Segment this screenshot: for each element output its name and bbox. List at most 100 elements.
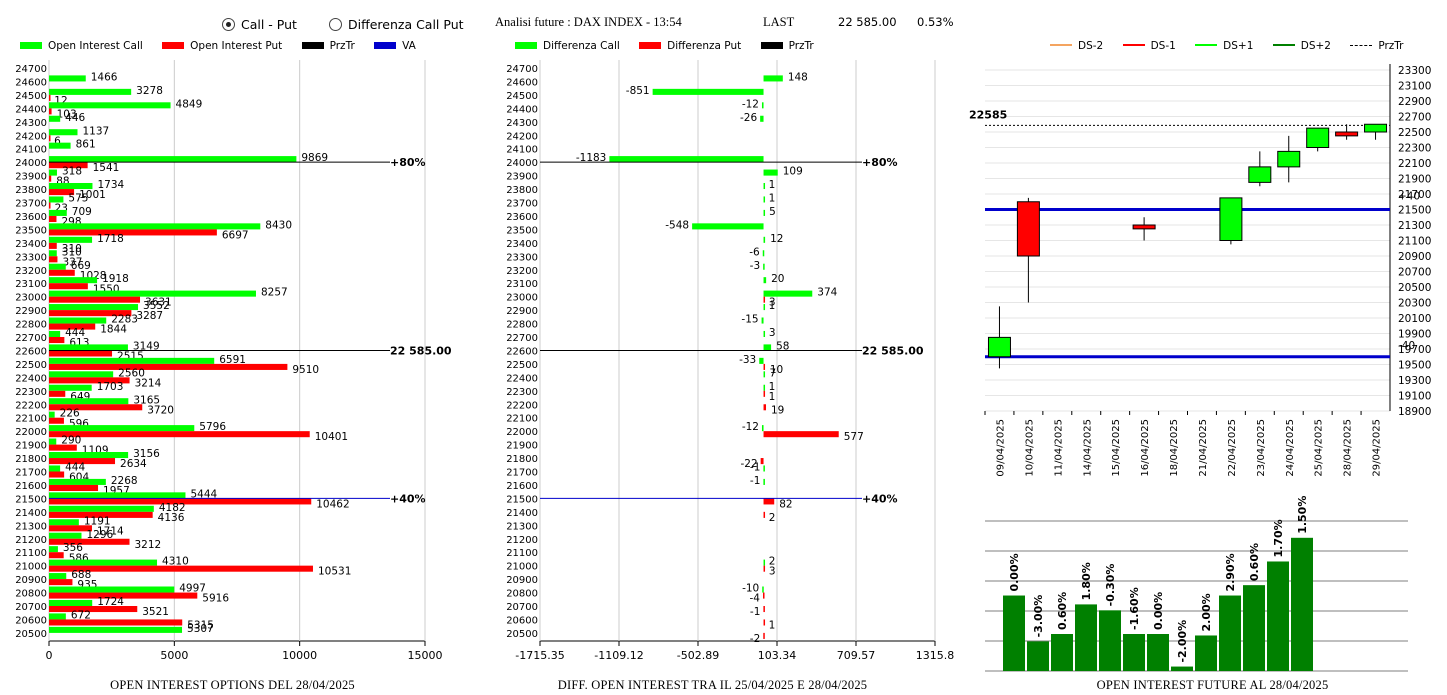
diff-put-value: 82 bbox=[779, 498, 792, 510]
oi-call-bar bbox=[49, 344, 128, 351]
oi-put-value: 3287 bbox=[136, 310, 163, 322]
oi-put-bar bbox=[49, 444, 77, 451]
future-bar bbox=[1195, 635, 1217, 671]
oi-call-value: 1724 bbox=[97, 596, 124, 608]
oi-call-value: 3278 bbox=[136, 85, 163, 97]
legend-options: Open Interest Call Open Interest Put Prz… bbox=[20, 40, 432, 52]
diff-call-bar bbox=[652, 88, 764, 95]
oi-call-value: 1734 bbox=[97, 179, 124, 191]
diff-call-value: -12 bbox=[742, 421, 759, 433]
oi-put-value: 6 bbox=[54, 135, 61, 147]
oi-call-value: 444 bbox=[65, 327, 85, 339]
oi-put-value: 4136 bbox=[158, 512, 185, 524]
oi-strike-label: 24200 bbox=[15, 131, 47, 142]
diff-put-bar bbox=[763, 619, 766, 626]
candle-up bbox=[1306, 127, 1330, 148]
oi-strike-label: 23400 bbox=[15, 239, 47, 250]
diff-put-value: -22 bbox=[741, 458, 758, 470]
diff-put-value: 1 bbox=[769, 620, 776, 632]
oi-put-value: 6697 bbox=[222, 229, 249, 241]
diff-call-value: 3 bbox=[769, 327, 776, 339]
oi-call-value: 444 bbox=[65, 462, 85, 474]
oi-call-value: 9869 bbox=[301, 152, 328, 164]
oi-call-bar bbox=[49, 236, 93, 243]
oi-strike-label: 21700 bbox=[15, 468, 47, 479]
oi-call-value: 1718 bbox=[97, 233, 124, 245]
diff-call-bar bbox=[763, 182, 766, 190]
legend-candles: DS-2 DS-1 DS+1 DS+2 PrzTr bbox=[1050, 40, 1419, 52]
candle-date-label: 16/04/2025 bbox=[1140, 419, 1151, 477]
diff-put-value: 19 bbox=[771, 404, 784, 416]
candle-date-label: 10/04/2025 bbox=[1024, 419, 1035, 477]
oi-put-bar bbox=[49, 363, 288, 370]
diff-strike-label: 22700 bbox=[506, 333, 538, 344]
oi-put-bar bbox=[49, 175, 52, 182]
diff-call-bar bbox=[763, 209, 766, 216]
candle-ytick-label: 19100 bbox=[1398, 391, 1431, 403]
oi-put-bar bbox=[49, 552, 64, 559]
diff-put-value: -4 bbox=[750, 593, 761, 605]
diff-call-value: -1183 bbox=[576, 152, 607, 164]
oi-strike-label: 24000 bbox=[15, 158, 47, 169]
diff-put-bar bbox=[763, 592, 765, 599]
candle-date-label: 24/04/2025 bbox=[1285, 419, 1296, 477]
oi-put-value: 9510 bbox=[292, 364, 319, 376]
diff-call-bar bbox=[761, 102, 764, 109]
diff-tick-label: -1715.35 bbox=[515, 649, 564, 662]
oi-marker-label: +40% bbox=[390, 492, 426, 505]
oi-put-bar bbox=[49, 592, 198, 599]
oi-strike-label: 23700 bbox=[15, 199, 47, 210]
oi-strike-label: 21800 bbox=[15, 454, 47, 465]
radio-differenza[interactable]: Differenza Call Put bbox=[329, 17, 464, 32]
oi-put-bar bbox=[49, 525, 92, 532]
future-bar bbox=[1051, 634, 1073, 671]
diff-strike-label: 21400 bbox=[506, 508, 538, 519]
diff-strike-label: 24200 bbox=[506, 131, 538, 142]
diff-call-value: -6 bbox=[749, 246, 760, 258]
diff-strike-label: 23500 bbox=[506, 225, 538, 236]
radio-differenza-dot[interactable] bbox=[329, 18, 342, 31]
legend-item-ds+1: DS+1 bbox=[1195, 40, 1253, 52]
oi-put-value: 3214 bbox=[135, 377, 162, 389]
diff-call-bar bbox=[760, 115, 764, 122]
diff-strike-label: 24300 bbox=[506, 118, 538, 129]
candle-ytick-label: 21500 bbox=[1398, 205, 1431, 217]
oi-put-bar bbox=[49, 229, 217, 236]
legend-item-ds-2: DS-2 bbox=[1050, 40, 1103, 52]
diff-strike-label: 23000 bbox=[506, 293, 538, 304]
footer-options-title: OPEN INTEREST OPTIONS DEL 28/04/2025 bbox=[110, 678, 355, 692]
diff-put-value: 2 bbox=[769, 512, 776, 524]
oi-strike-label: 24500 bbox=[15, 91, 47, 102]
oi-call-bar bbox=[49, 613, 66, 620]
radio-call-put-dot[interactable] bbox=[222, 18, 235, 31]
oi-call-value: 1918 bbox=[102, 273, 129, 285]
oi-call-value: 3156 bbox=[133, 448, 160, 460]
candle-ytick-label: 22700 bbox=[1398, 112, 1431, 124]
candle-date-label: 15/04/2025 bbox=[1111, 419, 1122, 477]
future-bar bbox=[1099, 610, 1121, 671]
oi-put-bar bbox=[49, 484, 99, 492]
diff-strike-label: 23900 bbox=[506, 172, 538, 183]
header-title: Analisi future : DAX INDEX - 13:54 bbox=[495, 15, 682, 29]
diff-call-bar bbox=[762, 586, 764, 593]
oi-call-bar bbox=[49, 398, 129, 405]
diff-put-bar bbox=[763, 390, 766, 397]
diff-call-bar bbox=[763, 304, 766, 311]
oi-put-bar bbox=[49, 431, 310, 438]
diff-strike-label: 24000 bbox=[506, 158, 538, 169]
future-bar-label: -1.60% bbox=[1128, 587, 1141, 630]
diff-call-bar bbox=[761, 425, 764, 432]
legend-item-prztr: PrzTr bbox=[301, 40, 355, 52]
diff-call-bar bbox=[763, 290, 813, 297]
diff-strike-label: 21900 bbox=[506, 441, 538, 452]
diff-put-bar bbox=[763, 431, 839, 438]
future-bar bbox=[1243, 585, 1265, 671]
oi-put-value: 103 bbox=[57, 108, 77, 120]
radio-call-put[interactable]: Call - Put bbox=[222, 17, 297, 32]
oi-put-bar bbox=[49, 189, 75, 196]
oi-call-value: 2283 bbox=[111, 314, 138, 326]
diff-put-value: 3 bbox=[769, 566, 776, 578]
diff-strike-label: 22000 bbox=[506, 427, 538, 438]
diff-tick-label: 103.34 bbox=[758, 649, 797, 662]
candle-ytick-label: 22900 bbox=[1398, 96, 1431, 108]
